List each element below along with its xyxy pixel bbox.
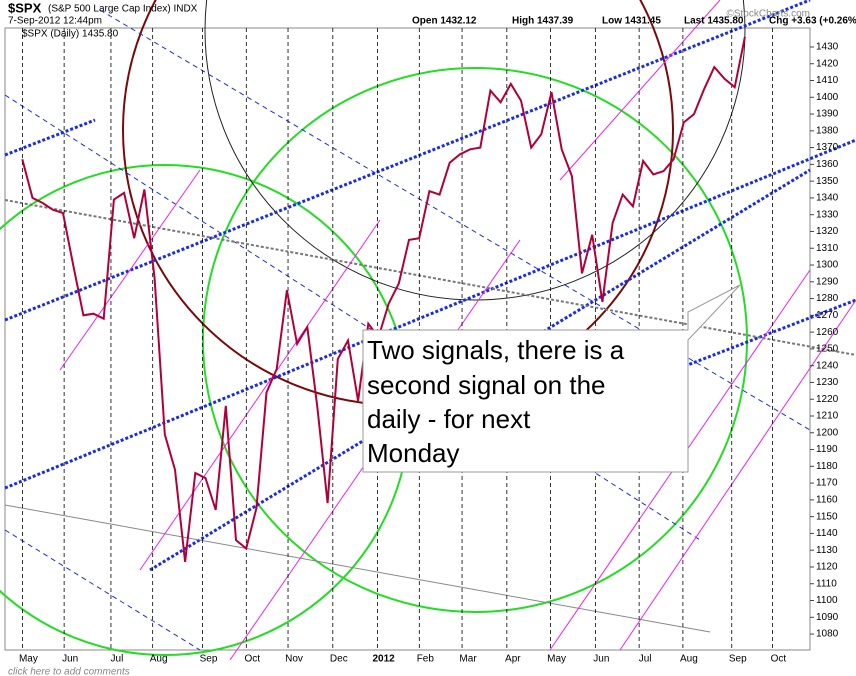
y-tick-label: 1410 <box>816 75 839 86</box>
x-tick-label: Jun <box>62 654 78 665</box>
green-circle <box>202 67 748 613</box>
y-tick-label: 1290 <box>816 276 839 287</box>
x-tick-label: Apr <box>505 654 521 665</box>
y-tick-label: 1430 <box>816 42 839 53</box>
annotation-line: Monday <box>367 438 460 468</box>
x-tick-label: Sep <box>729 654 747 665</box>
gray-trend <box>4 199 856 356</box>
annotation-line: daily - for next <box>367 404 531 434</box>
black-circle <box>204 0 746 301</box>
x-tick-label: Sep <box>200 654 218 665</box>
legend-entry: $SPX (Daily) 1435.80 <box>22 29 119 40</box>
y-tick-label: 1210 <box>816 411 839 422</box>
magenta-line <box>619 299 856 651</box>
y-tick-label: 1320 <box>816 226 839 237</box>
quote-field: Open 1432.12 <box>412 16 477 27</box>
x-tick-label: Oct <box>771 654 787 665</box>
callout-box <box>362 284 741 473</box>
y-tick-label: 1250 <box>816 344 839 355</box>
y-tick-label: 1380 <box>816 125 839 136</box>
magenta-line <box>559 0 721 181</box>
trend-line <box>609 298 856 397</box>
y-tick-label: 1300 <box>816 260 839 271</box>
y-tick-label: 1230 <box>816 377 839 388</box>
y-tick-label: 1350 <box>816 176 839 187</box>
y-tick-label: 1140 <box>816 528 838 539</box>
quote-field: High 1437.39 <box>512 16 574 27</box>
y-tick-label: 1190 <box>816 444 838 455</box>
x-tick-label: Nov <box>285 654 303 665</box>
x-tick-label: Jun <box>593 654 609 665</box>
annotation-line: Two signals, there is a <box>367 335 625 365</box>
x-tick-label: Oct <box>245 654 261 665</box>
magenta-line <box>59 169 201 371</box>
y-tick-label: 1150 <box>816 511 838 522</box>
x-tick-label: Jul <box>639 654 652 665</box>
y-tick-label: 1240 <box>816 360 839 371</box>
y-tick-label: 1170 <box>816 478 838 489</box>
y-tick-label: 1120 <box>816 562 838 573</box>
x-tick-label: May <box>19 654 38 665</box>
date: 7-Sep-2012 12:44pm <box>8 16 102 27</box>
trend-line <box>4 0 811 322</box>
annotation-line: second signal on the <box>367 370 606 400</box>
x-tick-label: Aug <box>150 654 168 665</box>
y-tick-label: 1080 <box>816 629 839 640</box>
y-tick-label: 1130 <box>816 545 838 556</box>
quote-field: Last 1435.80 <box>684 16 744 27</box>
y-tick-label: 1110 <box>816 578 837 589</box>
channel-line <box>4 529 201 651</box>
y-tick-label: 1220 <box>816 394 839 405</box>
y-tick-label: 1330 <box>816 209 839 220</box>
chart-subtitle: (S&P 500 Large Cap Index) INDX <box>48 4 198 15</box>
y-tick-label: 1370 <box>816 142 839 153</box>
y-tick-label: 1420 <box>816 58 839 69</box>
y-tick-label: 1340 <box>816 193 839 204</box>
y-tick-label: 1260 <box>816 327 839 338</box>
y-tick-label: 1160 <box>816 495 838 506</box>
x-tick-label: Jul <box>111 654 124 665</box>
y-tick-label: 1180 <box>816 461 838 472</box>
x-tick-label: Feb <box>417 654 435 665</box>
x-tick-label: Mar <box>459 654 477 665</box>
y-tick-label: 1310 <box>816 243 839 254</box>
chart-title: $SPX <box>8 0 42 15</box>
x-tick-label: Dec <box>330 654 348 665</box>
y-tick-label: 1090 <box>816 612 839 623</box>
gray-trend <box>4 504 711 633</box>
y-tick-label: 1400 <box>816 92 839 103</box>
y-tick-label: 1270 <box>816 310 839 321</box>
y-tick-label: 1390 <box>816 109 839 120</box>
y-tick-label: 1280 <box>816 293 839 304</box>
quote-field: Chg +3.63 (+0.26%) <box>769 16 856 27</box>
quote-field: Low 1431.45 <box>602 16 661 27</box>
trend-line <box>4 118 96 157</box>
footer: click here to add comments <box>8 667 130 676</box>
x-tick-label: 2012 <box>372 654 395 665</box>
x-tick-label: May <box>547 654 566 665</box>
channel-line <box>99 9 811 431</box>
y-tick-label: 1360 <box>816 159 839 170</box>
credit: ©StockCharts.com <box>726 9 810 20</box>
y-tick-label: 1200 <box>816 427 839 438</box>
x-tick-label: Aug <box>680 654 698 665</box>
y-tick-label: 1100 <box>816 595 838 606</box>
price-line <box>21 36 746 563</box>
trend-line <box>4 138 856 490</box>
